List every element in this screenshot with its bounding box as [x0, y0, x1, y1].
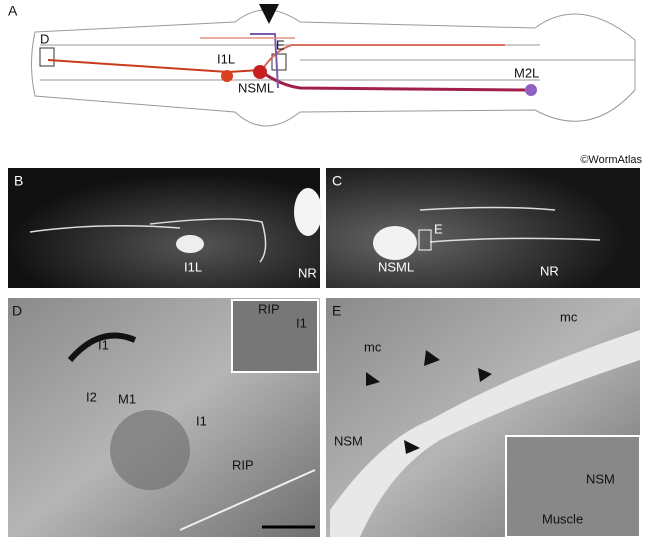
label: NSML [238, 80, 274, 95]
label: D [40, 31, 49, 46]
label: RIP [258, 301, 280, 316]
label: NSM [334, 433, 363, 448]
label: Muscle [542, 511, 583, 526]
label: I1 [296, 315, 307, 330]
label: RIP [232, 457, 254, 472]
i1l-soma [221, 70, 233, 82]
label: I1L [184, 259, 202, 274]
panel-letter: C [332, 173, 342, 189]
label: I2 [86, 389, 97, 404]
diagram [31, 9, 636, 127]
label: mc [364, 339, 382, 354]
label: M2L [514, 65, 539, 80]
label: I1 [98, 337, 109, 352]
label: I1 [196, 413, 207, 428]
label: NR [540, 263, 559, 278]
credit: ©WormAtlas [580, 154, 642, 166]
micrograph [8, 168, 320, 288]
nsml-soma [253, 65, 267, 79]
panel-letter: E [332, 303, 341, 319]
label: M1 [118, 391, 136, 406]
label: NR [298, 265, 317, 280]
inset [231, 299, 319, 373]
label: mc [560, 309, 578, 324]
m2l-soma [525, 84, 537, 96]
panel-letter: A [8, 3, 18, 19]
micrograph [326, 168, 640, 288]
label: I1L [217, 51, 235, 66]
panel-letter: D [12, 303, 22, 319]
label: E [276, 37, 285, 52]
arrowhead [259, 4, 279, 24]
label: NSM [586, 471, 615, 486]
label: E [434, 221, 443, 236]
panel-letter: B [14, 173, 23, 189]
inset [505, 435, 641, 538]
label: NSML [378, 259, 414, 274]
